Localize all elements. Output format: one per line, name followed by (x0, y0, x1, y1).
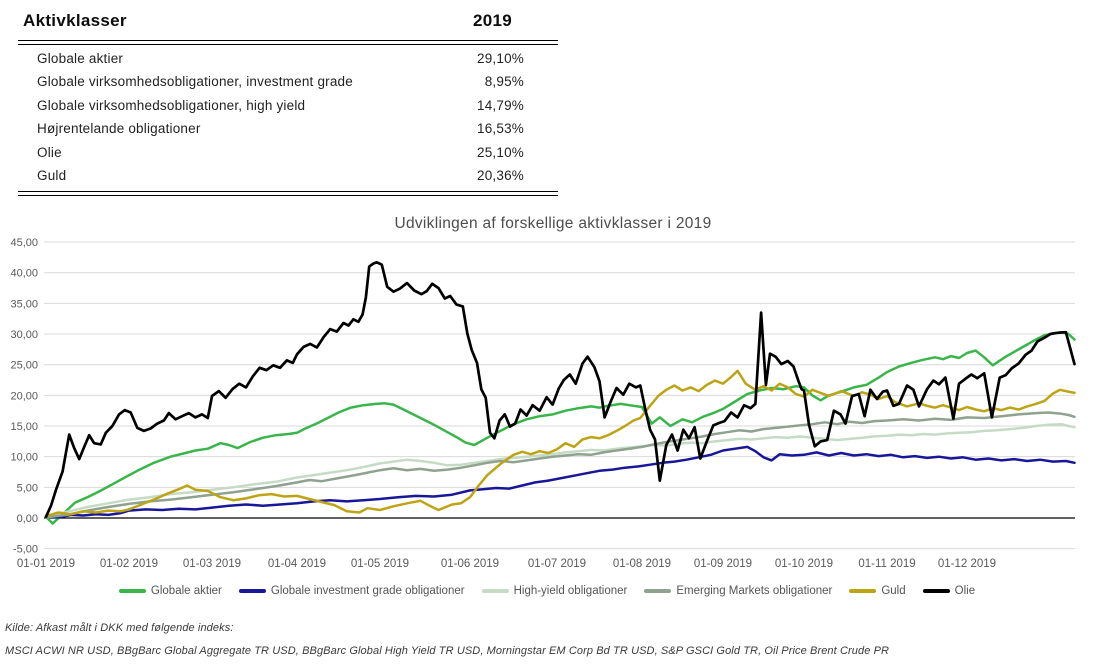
svg-text:35,00: 35,00 (10, 298, 38, 310)
legend-label: Globale aktier (150, 585, 222, 597)
legend-swatch-investment-grade (238, 589, 266, 593)
svg-text:01-05 2019: 01-05 2019 (351, 558, 409, 570)
svg-text:20,00: 20,00 (10, 390, 38, 402)
table-title: Aktivklasser (23, 11, 127, 30)
row-label: Globale aktier (37, 50, 124, 66)
legend-label: High-yield obligationer (513, 585, 628, 597)
chart-legend: Globale aktier Globale investment grade … (0, 585, 1094, 597)
row-value: 25,10% (477, 144, 524, 160)
table-row: Højrentelande obligationer 16,53% (18, 117, 558, 141)
table-year-header: 2019 (472, 11, 512, 30)
svg-text:45,00: 45,00 (10, 237, 38, 249)
table-row: Olie 25,10% (18, 141, 558, 165)
legend-swatch-guld (849, 589, 877, 593)
svg-text:30,00: 30,00 (10, 329, 38, 341)
svg-text:15,00: 15,00 (10, 421, 38, 433)
svg-text:01-12 2019: 01-12 2019 (938, 558, 996, 570)
svg-text:01-03 2019: 01-03 2019 (183, 558, 241, 570)
row-label: Guld (37, 168, 67, 184)
svg-text:0,00: 0,00 (17, 513, 38, 525)
svg-text:10,00: 10,00 (10, 452, 38, 464)
svg-text:01-11 2019: 01-11 2019 (858, 558, 915, 570)
legend-label: Olie (954, 585, 976, 597)
legend-swatch-olie (922, 589, 950, 593)
row-value: 14,79% (477, 97, 524, 113)
svg-text:01-01 2019: 01-01 2019 (17, 558, 75, 570)
legend-item: Olie (922, 585, 976, 597)
source-footnote: Kilde: Afkast målt i DKK med følgende in… (5, 617, 889, 662)
legend-label: Guld (881, 585, 906, 597)
table-row: Globale aktier 29,10% (18, 47, 558, 71)
table-header: Aktivklasser 2019 (18, 4, 558, 40)
asset-class-table: Aktivklasser 2019 Globale aktier 29,10% … (18, 4, 558, 196)
row-value: 20,36% (477, 168, 524, 184)
row-label: Globale virksomhedsobligationer, high yi… (37, 97, 306, 113)
footnote-line-2: MSCI ACWI NR USD, BBgBarc Global Aggrega… (5, 644, 890, 657)
legend-item: Globale investment grade obligationer (238, 585, 465, 597)
svg-text:-5,00: -5,00 (13, 544, 38, 556)
svg-text:01-07 2019: 01-07 2019 (528, 558, 586, 570)
table-rule-top (18, 40, 558, 45)
legend-swatch-emerging-markets (644, 589, 672, 593)
table-body: Globale aktier 29,10% Globale virksomhed… (18, 45, 558, 192)
table-rule-bottom (18, 191, 558, 196)
chart-title: Udviklingen af forskellige aktivklasser … (394, 215, 712, 232)
legend-label: Globale investment grade obligationer (270, 585, 465, 597)
legend-item: High-yield obligationer (481, 585, 628, 597)
table-row: Globale virksomhedsobligationer, high yi… (18, 94, 558, 118)
svg-text:01-06 2019: 01-06 2019 (441, 558, 499, 570)
svg-text:01-09 2019: 01-09 2019 (694, 558, 752, 570)
row-value: 16,53% (477, 121, 524, 137)
row-label: Højrentelande obligationer (37, 121, 201, 137)
row-label: Globale virksomhedsobligationer, investm… (37, 74, 353, 90)
svg-text:01-04 2019: 01-04 2019 (268, 558, 326, 570)
svg-text:01-10 2019: 01-10 2019 (775, 558, 833, 570)
svg-text:5,00: 5,00 (17, 482, 38, 494)
table-row: Guld 20,36% (18, 164, 558, 188)
svg-text:25,00: 25,00 (10, 360, 38, 372)
svg-text:40,00: 40,00 (10, 268, 38, 280)
legend-swatch-high-yield (481, 589, 509, 593)
table-row: Globale virksomhedsobligationer, investm… (18, 70, 558, 94)
row-value: 29,10% (477, 50, 524, 66)
svg-text:01-02 2019: 01-02 2019 (100, 558, 158, 570)
legend-item: Guld (849, 585, 906, 597)
row-value: 8,95% (484, 74, 524, 90)
legend-label: Emerging Markets obligationer (676, 585, 833, 597)
legend-swatch-globale-aktier (118, 589, 146, 593)
svg-text:01-08 2019: 01-08 2019 (613, 558, 671, 570)
legend-item: Globale aktier (118, 585, 222, 597)
row-label: Olie (37, 144, 62, 160)
footnote-line-1: Kilde: Afkast målt i DKK med følgende in… (5, 622, 234, 634)
legend-item: Emerging Markets obligationer (644, 585, 832, 597)
